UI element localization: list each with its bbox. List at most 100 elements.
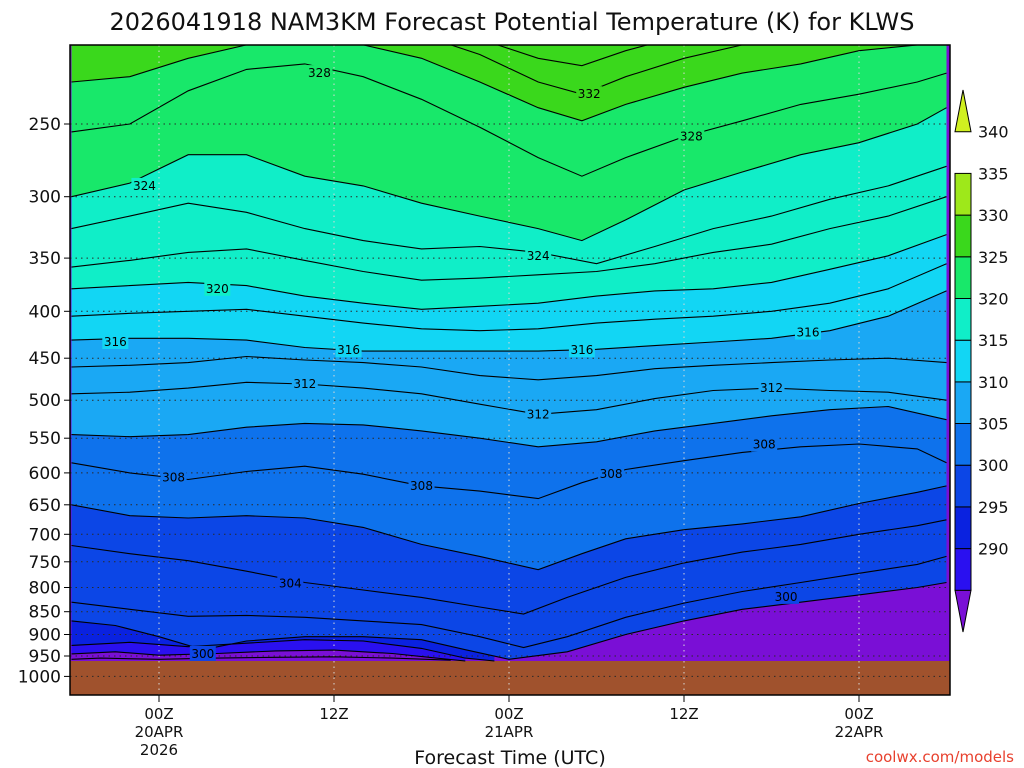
- contour-label-bg: [277, 575, 304, 591]
- y-tick-label: 700: [29, 525, 61, 545]
- contour-label-bg: [160, 469, 187, 485]
- y-tick-label: 250: [29, 115, 61, 135]
- x-axis-title: Forecast Time (UTC): [414, 747, 605, 768]
- y-tick-label: 650: [29, 496, 61, 516]
- isentrope-band: [451, 45, 742, 95]
- y-tick-label: 850: [29, 603, 61, 623]
- contour-label: 308: [162, 471, 185, 485]
- contour-label: 332: [578, 87, 601, 101]
- contour-label-bg: [335, 342, 362, 358]
- colorbar-label: 335: [978, 164, 1009, 183]
- y-axis: 250 300 350 400 450 500 550 600 650 700 750 800 850 9…: [18, 115, 70, 687]
- contour-label-bg: [795, 324, 821, 340]
- colorbar-label: 320: [978, 290, 1009, 309]
- colorbar-label: 325: [978, 248, 1009, 267]
- contour-label-bg: [751, 436, 778, 452]
- x-tick-label: 21APR: [485, 723, 534, 741]
- isentrope-line: [496, 45, 650, 67]
- isentrope-line: [71, 405, 947, 448]
- colorbar-swatch: [954, 256, 972, 299]
- colorbar-swatch: [954, 548, 972, 591]
- contour-label: 312: [527, 407, 550, 421]
- x-tick-label: 00Z: [844, 705, 873, 723]
- contour-label-bg: [568, 342, 595, 358]
- isentrope-line: [71, 63, 947, 177]
- contour-label-bg: [204, 280, 231, 296]
- x-tick-label: 20APR: [135, 723, 184, 741]
- contour-label-bg: [291, 376, 318, 391]
- isentrope-line: [71, 381, 947, 415]
- contour-label: 324: [133, 179, 156, 193]
- x-tick-label: 2026: [140, 741, 178, 759]
- ground-below-surface: [70, 661, 950, 695]
- contour-label-layer: 328 332 328 324 324 320 316 316 316 316 312 312 312 3…: [102, 65, 821, 661]
- isentrope-line: [71, 443, 947, 500]
- isentrope-line: [71, 355, 947, 381]
- y-tick-label: 600: [29, 464, 61, 484]
- y-tick-label: 500: [29, 391, 61, 411]
- contour-label: 328: [308, 66, 331, 80]
- contour-label: 300: [191, 647, 214, 661]
- isentrope-line: [71, 196, 947, 281]
- contour-label: 312: [293, 377, 316, 391]
- contour-label-bg: [758, 380, 785, 396]
- y-tick-label: 550: [29, 429, 61, 449]
- plot-area: 328 332 328 324 324 320 316 316 316 316 312 312 312 3…: [70, 45, 950, 695]
- contour-label: 316: [104, 335, 127, 349]
- isentrope-line: [71, 263, 947, 332]
- contour-label: 316: [570, 343, 593, 357]
- isentrope-fill-layer: [70, 45, 950, 695]
- contour-label: 320: [206, 282, 229, 296]
- contour-label-bg: [525, 247, 552, 263]
- contour-label: 308: [600, 467, 623, 481]
- colorbar-swatch: [954, 339, 972, 383]
- x-tick-label: 12Z: [669, 705, 698, 723]
- y-tick-label: 400: [29, 302, 61, 322]
- colorbar-label: 315: [978, 331, 1009, 350]
- contour-label: 316: [797, 326, 820, 340]
- contour-label-bg: [131, 177, 158, 193]
- colorbar-label: 290: [978, 540, 1009, 559]
- isentrope-line: [449, 45, 746, 95]
- isentrope-line: [71, 555, 947, 649]
- isentrope-band: [497, 45, 648, 66]
- y-tick-label: 900: [29, 626, 61, 646]
- x-tick-label: 00Z: [144, 705, 173, 723]
- contour-label-bg: [525, 406, 552, 422]
- contour-label: 308: [753, 438, 776, 452]
- colorbar-arrow-low: [954, 589, 972, 633]
- contour-label: 300: [775, 590, 798, 604]
- plot-frame: [69, 44, 951, 696]
- contour-label: 304: [279, 577, 302, 591]
- x-tick-label: 22APR: [835, 723, 884, 741]
- contour-label-bg: [598, 466, 625, 482]
- isentrope-line-layer: [71, 45, 947, 662]
- y-tick-label: 950: [29, 647, 61, 667]
- isentrope-band: [71, 45, 917, 121]
- isentrope-line: [71, 639, 495, 662]
- contour-label-bg: [576, 86, 603, 102]
- colorbar: 340 335 330 325 320 315 310 305 300 295 290: [954, 89, 1009, 633]
- isentrope-line: [71, 485, 947, 571]
- colorbar-swatch: [954, 214, 972, 258]
- contour-label: 324: [527, 249, 550, 263]
- colorbar-swatch: [954, 464, 972, 508]
- colorbar-swatch: [954, 506, 972, 550]
- contour-label: 328: [680, 130, 703, 144]
- isentrope-line: [71, 649, 466, 662]
- contour-label-bg: [102, 334, 129, 349]
- y-tick-label: 1000: [18, 667, 61, 687]
- isentrope-band: [71, 45, 947, 177]
- y-tick-label: 800: [29, 579, 61, 599]
- x-tick-label: 00Z: [494, 705, 523, 723]
- isentrope-line: [71, 45, 920, 122]
- colorbar-swatch: [954, 298, 972, 341]
- isentrope-line: [71, 656, 451, 661]
- contour-label-bg: [306, 65, 333, 81]
- contour-label-bg: [408, 477, 435, 493]
- y-tick-label: 350: [29, 249, 61, 269]
- contour-label: 312: [760, 381, 783, 395]
- credit-text: coolwx.com/models: [866, 748, 1014, 766]
